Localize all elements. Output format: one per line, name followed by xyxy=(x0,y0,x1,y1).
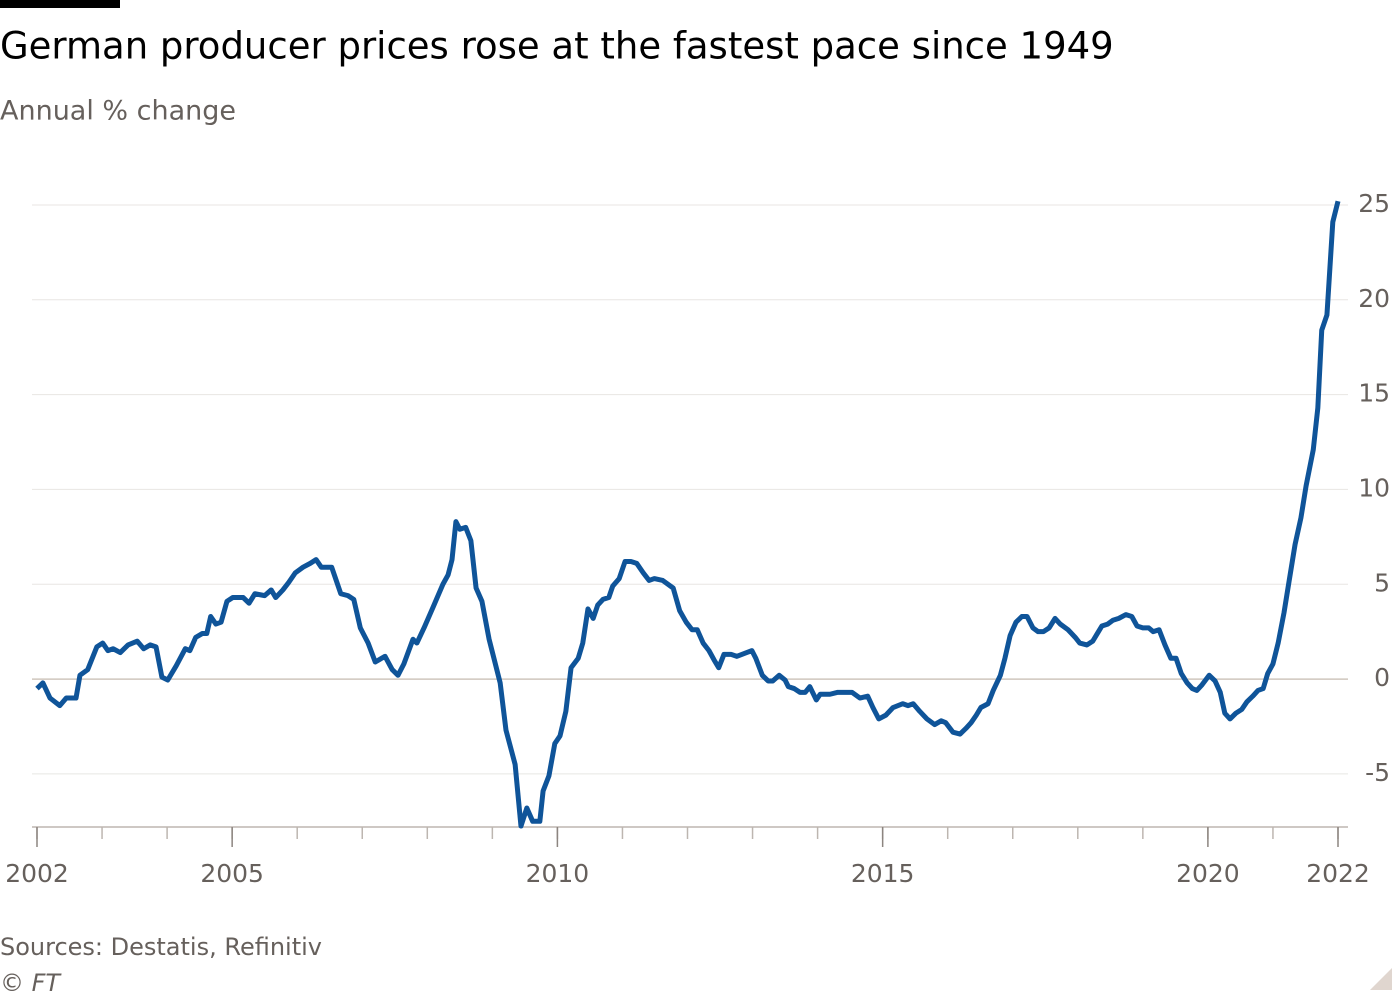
y-tick-label: 20 xyxy=(1358,284,1390,313)
y-tick-label: 0 xyxy=(1374,663,1390,692)
x-tick-label: 2020 xyxy=(1176,859,1240,888)
x-tick-label: 2022 xyxy=(1306,859,1370,888)
line xyxy=(35,200,1341,829)
credit: © FT xyxy=(0,969,62,997)
y-tick-label: -5 xyxy=(1365,758,1390,787)
y-tick-label: 15 xyxy=(1358,379,1390,408)
x-tick-label: 2010 xyxy=(526,859,590,888)
source: Sources: Destatis, Refinitiv xyxy=(0,933,322,961)
x-tick-label: 2005 xyxy=(200,859,264,888)
x-tick-label: 2015 xyxy=(851,859,915,888)
x-tick-label: 2002 xyxy=(5,859,69,888)
y-tick-label: 5 xyxy=(1374,568,1390,597)
y-tick-label: 10 xyxy=(1358,473,1390,502)
chart-title: German producer prices rose at the faste… xyxy=(0,25,1114,68)
brand-bar xyxy=(0,0,120,8)
y-tick-label: 25 xyxy=(1358,189,1390,218)
chart-subtitle: Annual % change xyxy=(0,96,236,127)
corner-mark xyxy=(1370,968,1392,990)
